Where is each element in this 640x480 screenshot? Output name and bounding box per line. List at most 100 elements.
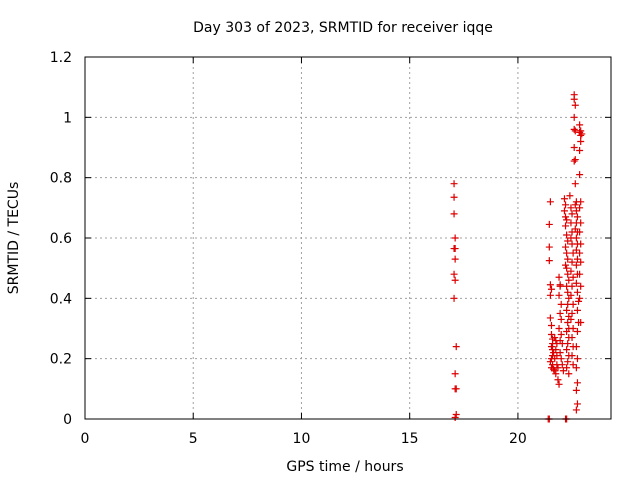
data-point	[547, 343, 555, 351]
data-point	[562, 261, 570, 269]
data-point	[450, 270, 458, 278]
data-point	[567, 315, 575, 323]
data-point	[573, 379, 581, 387]
y-tick-label: 1.2	[50, 50, 72, 66]
y-tick-label: 0.4	[50, 291, 72, 307]
data-point	[560, 195, 568, 203]
data-point	[568, 258, 576, 266]
y-tick-label: 0.8	[50, 171, 72, 187]
data-point	[570, 125, 578, 133]
data-point	[567, 204, 575, 212]
x-axis-ticks: 0 5 10 15 20	[81, 57, 527, 447]
data-point	[569, 361, 577, 369]
data-point	[567, 291, 575, 299]
x-axis-label: GPS time / hours	[286, 459, 403, 475]
x-tick-label: 5	[189, 431, 198, 447]
data-point	[564, 237, 572, 245]
data-point	[562, 243, 570, 251]
data-point	[572, 279, 580, 287]
data-point	[570, 157, 578, 165]
data-point	[573, 328, 581, 336]
data-point	[554, 376, 562, 384]
data-point	[563, 328, 571, 336]
data-point	[577, 318, 585, 326]
data-point	[451, 413, 459, 421]
data-point	[563, 231, 571, 239]
data-point	[565, 276, 573, 284]
data-point	[576, 171, 584, 179]
data-point	[451, 245, 459, 253]
data-point	[555, 380, 563, 388]
data-point	[545, 220, 553, 228]
data-point	[577, 282, 585, 290]
data-point	[555, 325, 563, 332]
y-tick-label: 0.2	[50, 352, 72, 368]
data-point	[568, 210, 576, 218]
data-point	[569, 273, 577, 281]
data-point	[563, 364, 571, 372]
data-point	[576, 249, 584, 257]
data-point	[573, 355, 581, 363]
data-point	[545, 243, 553, 251]
data-point	[552, 346, 560, 354]
data-point	[570, 113, 578, 121]
data-point	[451, 255, 459, 263]
data-point	[573, 306, 581, 314]
data-point	[572, 261, 580, 269]
data-point	[451, 370, 459, 378]
data-point	[573, 400, 581, 408]
data-point	[571, 180, 579, 188]
data-point	[572, 234, 580, 242]
data-point	[555, 273, 563, 281]
data-point	[452, 410, 460, 418]
data-point	[572, 207, 580, 215]
data-point	[564, 288, 572, 296]
data-point	[552, 370, 560, 378]
data-point	[558, 361, 566, 369]
data-points	[450, 91, 586, 423]
data-point	[559, 367, 567, 375]
data-point	[577, 198, 585, 206]
data-point	[576, 228, 584, 236]
data-point	[576, 147, 584, 155]
data-point	[546, 198, 554, 206]
data-point	[576, 204, 584, 212]
data-point	[564, 270, 572, 278]
data-point	[450, 210, 458, 218]
data-point	[556, 282, 564, 290]
plot-frame	[84, 56, 612, 420]
data-point	[572, 343, 580, 351]
data-point	[577, 240, 585, 248]
data-point	[551, 334, 559, 342]
data-point	[564, 318, 572, 326]
data-point	[568, 334, 576, 342]
x-tick-label: 10	[293, 431, 311, 447]
y-axis-label: SRMTID / TECUs	[6, 182, 22, 295]
data-point	[562, 201, 570, 209]
x-tick-label: 0	[81, 431, 90, 447]
data-point	[562, 222, 570, 230]
data-point	[572, 246, 580, 254]
data-point	[557, 355, 565, 363]
data-point	[569, 249, 577, 257]
data-point	[568, 309, 576, 317]
data-point	[576, 294, 584, 302]
data-point	[557, 331, 565, 339]
data-point	[566, 192, 574, 200]
data-point	[450, 294, 458, 302]
data-point	[572, 364, 580, 372]
data-point	[576, 121, 584, 129]
data-point	[577, 219, 585, 227]
data-point	[556, 309, 564, 317]
chart-title: Day 303 of 2023, SRMTID for receiver iqq…	[193, 20, 493, 36]
data-point	[565, 370, 573, 378]
data-point	[551, 355, 559, 363]
data-point	[570, 144, 578, 151]
data-point	[563, 264, 571, 272]
data-point	[573, 255, 581, 263]
data-point	[550, 365, 558, 373]
data-point	[556, 349, 564, 357]
data-point	[563, 249, 571, 257]
data-point	[573, 288, 581, 296]
